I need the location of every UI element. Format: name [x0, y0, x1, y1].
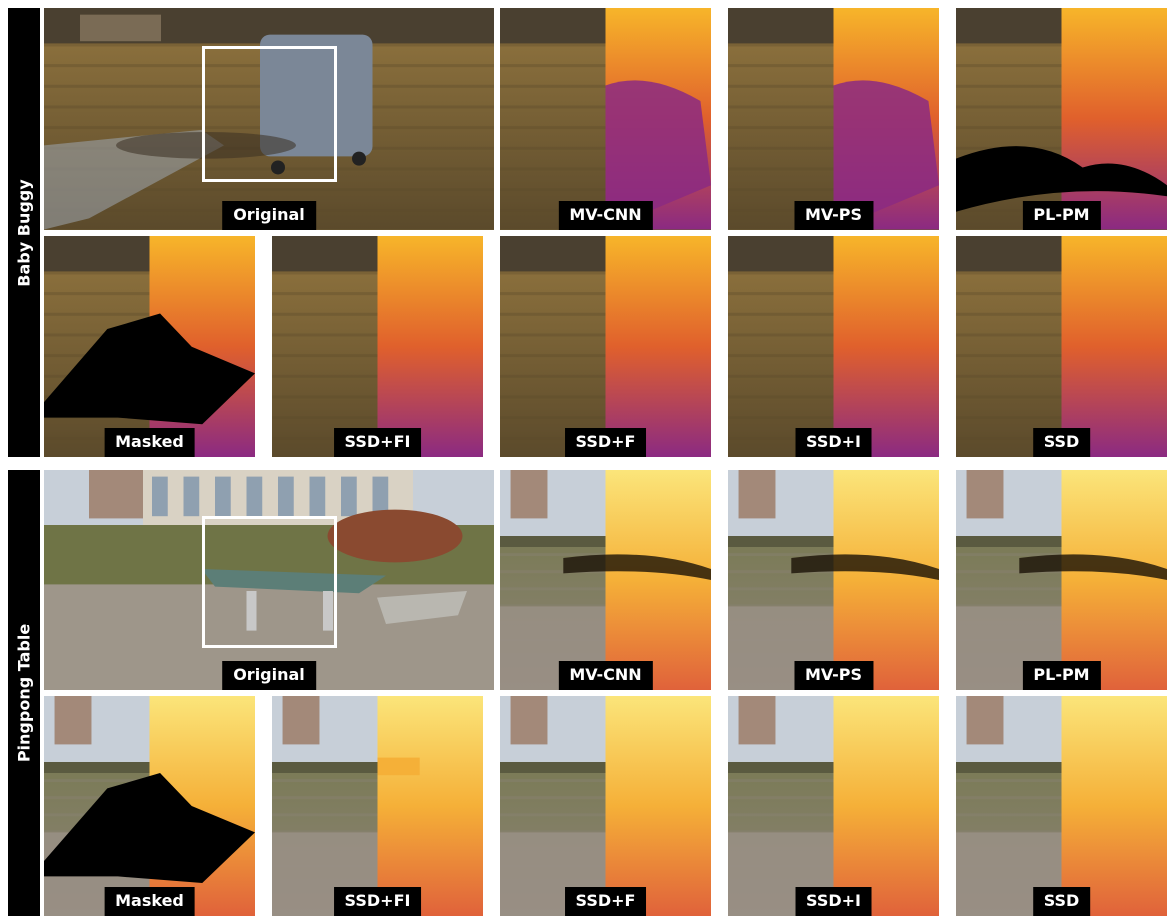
- panel-mv-ps: MV-PS: [728, 8, 939, 230]
- method-label: SSD: [1032, 428, 1091, 457]
- method-label: MV-PS: [793, 200, 874, 230]
- panel-ssd: SSD: [956, 696, 1167, 916]
- method-label: Original: [222, 200, 316, 230]
- panel-masked: Masked: [44, 235, 255, 457]
- panel-image: [500, 696, 711, 916]
- panel-ssd-f: SSD+F: [500, 235, 711, 457]
- method-label: Masked: [104, 428, 195, 457]
- method-label: SSD+I: [795, 887, 872, 916]
- method-label: SSD+FI: [333, 887, 422, 916]
- method-label: SSD+F: [564, 887, 647, 916]
- scene-label-bar: Baby Buggy: [8, 8, 40, 457]
- panel-image: [956, 8, 1167, 230]
- panel-mv-ps: MV-PS: [728, 470, 939, 690]
- method-label: PL-PM: [1022, 661, 1101, 690]
- panel-image: [728, 8, 939, 230]
- method-label: SSD+F: [564, 428, 647, 457]
- panel-image: [44, 235, 255, 457]
- panel-ssd-fi: SSD+FI: [272, 235, 483, 457]
- panel-masked: Masked: [44, 696, 255, 916]
- method-label: SSD+I: [795, 428, 872, 457]
- panel-original: Original: [44, 470, 494, 690]
- scene-label: Pingpong Table: [14, 623, 34, 763]
- section-1: Pingpong Table Original MV-CNN MV-PS PL-PM Ma…: [0, 470, 1167, 916]
- scene-label: Baby Buggy: [14, 178, 34, 287]
- panel-mv-cnn: MV-CNN: [500, 470, 711, 690]
- panel-ssd-f: SSD+F: [500, 696, 711, 916]
- panel-image: [272, 235, 483, 457]
- panel-ssd-i: SSD+I: [728, 696, 939, 916]
- panel-pl-pm: PL-PM: [956, 8, 1167, 230]
- panel-ssd: SSD: [956, 235, 1167, 457]
- scene-label-bar: Pingpong Table: [8, 470, 40, 916]
- panel-image: [44, 696, 255, 916]
- crop-region-box: [202, 46, 337, 182]
- method-label: Original: [222, 661, 316, 690]
- method-label: Masked: [104, 887, 195, 916]
- panel-ssd-fi: SSD+FI: [272, 696, 483, 916]
- crop-region-box: [202, 516, 337, 648]
- panel-image: [500, 8, 711, 230]
- panel-original: Original: [44, 8, 494, 230]
- panel-image: [956, 235, 1167, 457]
- panel-pl-pm: PL-PM: [956, 470, 1167, 690]
- panel-mv-cnn: MV-CNN: [500, 8, 711, 230]
- panel-ssd-i: SSD+I: [728, 235, 939, 457]
- method-label: SSD+FI: [333, 428, 422, 457]
- method-label: MV-CNN: [558, 661, 653, 690]
- panel-image: [728, 470, 939, 690]
- panel-image: [500, 235, 711, 457]
- method-label: MV-CNN: [558, 200, 653, 230]
- panel-image: [956, 470, 1167, 690]
- panel-image: [500, 470, 711, 690]
- section-0: Baby Buggy Original MV-CNN MV-PS PL-PM Masked…: [0, 8, 1167, 457]
- method-label: MV-PS: [793, 661, 874, 690]
- panel-image: [44, 8, 494, 230]
- panel-image: [728, 696, 939, 916]
- method-label: PL-PM: [1022, 200, 1101, 230]
- panel-image: [956, 696, 1167, 916]
- panel-image: [272, 696, 483, 916]
- method-label: SSD: [1032, 887, 1091, 916]
- panel-image: [728, 235, 939, 457]
